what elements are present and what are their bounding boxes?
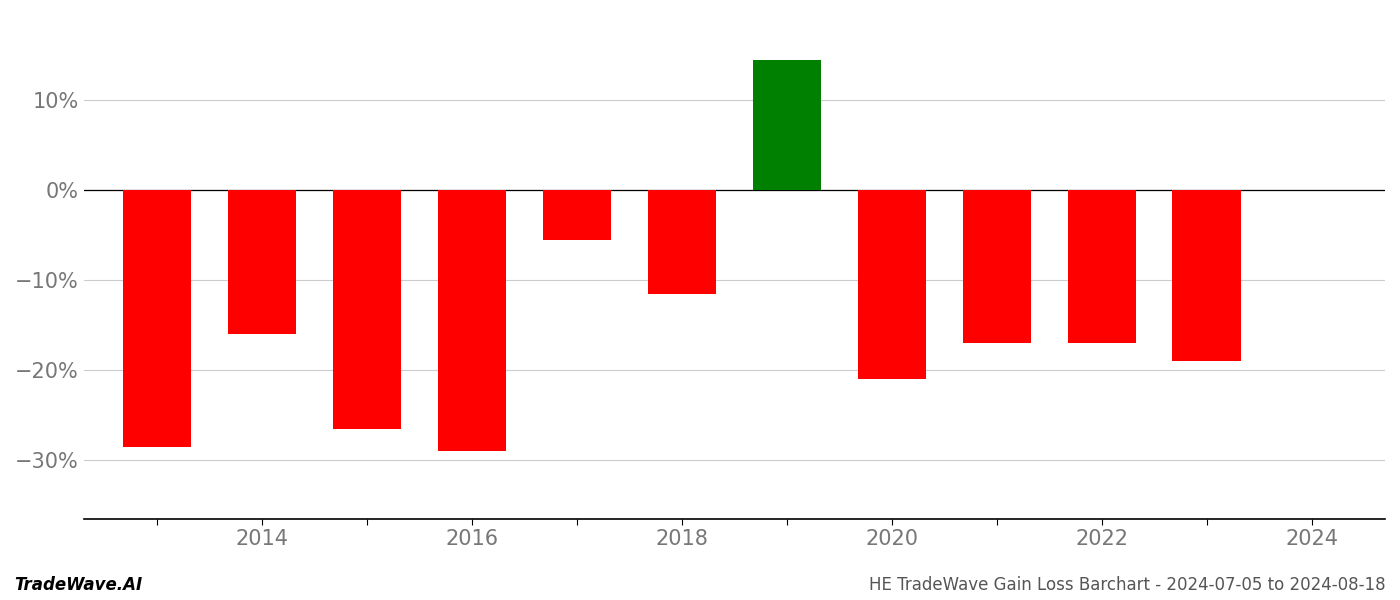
Bar [228,190,297,334]
Bar [438,190,505,451]
Bar [858,190,925,379]
Text: HE TradeWave Gain Loss Barchart - 2024-07-05 to 2024-08-18: HE TradeWave Gain Loss Barchart - 2024-0… [869,576,1386,594]
Bar [333,190,400,428]
Bar [1172,190,1240,361]
Bar [963,190,1030,343]
Bar [543,190,610,240]
Bar [753,60,820,190]
Bar [123,190,192,446]
Bar [648,190,715,294]
Text: TradeWave.AI: TradeWave.AI [14,576,143,594]
Bar [1068,190,1135,343]
